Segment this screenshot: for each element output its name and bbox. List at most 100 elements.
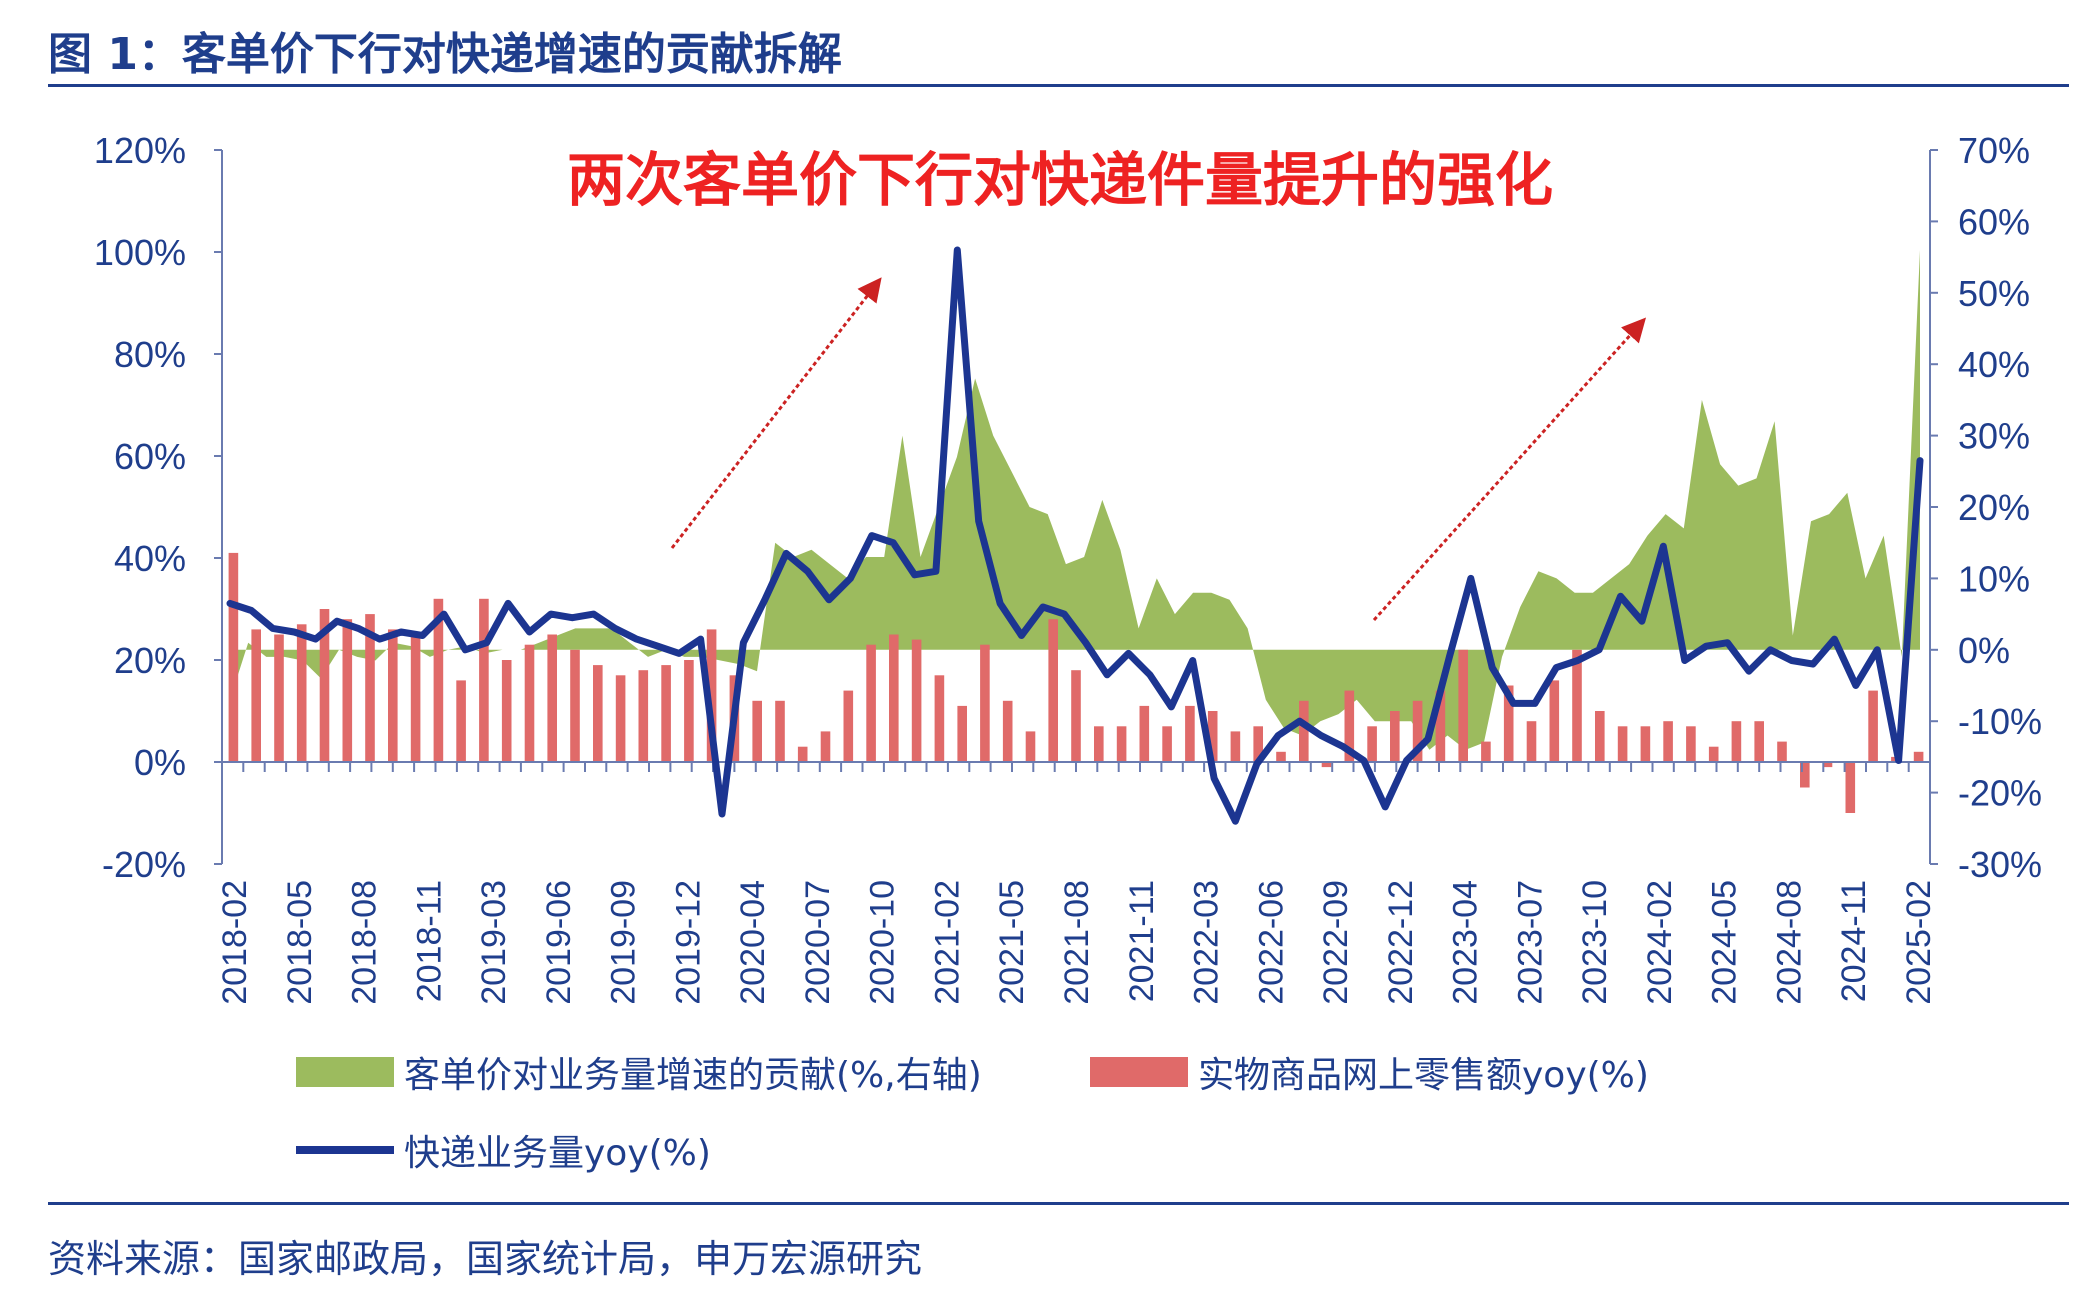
online-retail-bar [1617, 726, 1628, 762]
chart-annotation: 两次客单价下行对快递件量提升的强化 [567, 146, 1553, 214]
x-tick-label: 2021-05 [993, 880, 1031, 1005]
x-tick-label: 2021-08 [1058, 880, 1096, 1005]
online-retail-bar [547, 634, 557, 762]
y-left-tick-label: 60% [114, 436, 186, 477]
online-retail-bar [615, 675, 626, 762]
online-retail-bar [501, 660, 512, 762]
online-retail-bar [1162, 726, 1172, 762]
online-retail-bar [1708, 746, 1719, 762]
online-retail-bar [365, 614, 375, 762]
online-retail-bar [296, 624, 307, 762]
online-retail-bar [1458, 649, 1468, 762]
online-retail-bar [1686, 726, 1696, 762]
legend-item-online-retail: 实物商品网上零售额yoy(%) [1090, 1046, 1649, 1098]
online-retail-bar [957, 705, 967, 762]
online-retail-bar [274, 634, 284, 762]
express-line [226, 246, 1924, 825]
online-retail-bar [1435, 690, 1446, 762]
online-retail-bar [1595, 711, 1605, 762]
online-retail-bar [1299, 700, 1309, 762]
online-retail-bar [1549, 680, 1560, 762]
online-retail-bar [980, 644, 990, 762]
annotation-arrow-2 [1372, 317, 1647, 622]
online-retail-bar [1481, 741, 1491, 762]
x-tick-label: 2024-02 [1641, 880, 1679, 1005]
online-retail-bar [1412, 700, 1423, 762]
source-note: 资料来源：国家邮政局，国家统计局，申万宏源研究 [48, 1237, 923, 1281]
online-retail-bar [479, 598, 489, 762]
express-line-layer [226, 246, 1924, 825]
x-tick-label: 2024-05 [1706, 880, 1744, 1005]
tick-labels-layer: -20% 0% 20% 40% 60% 80% 100% 120% -30% -20% -10% 0%… [94, 130, 2042, 1005]
y-right-tick-label: -30% [1958, 844, 2042, 885]
online-retail-bar [1071, 670, 1081, 762]
x-tick-label: 2019-06 [540, 880, 578, 1005]
online-retail-bar [934, 675, 945, 762]
y-right-tick-label: -10% [1958, 701, 2042, 742]
online-retail-bar [1663, 721, 1673, 762]
online-retail-bar [456, 680, 466, 762]
online-retail-bar [889, 634, 899, 762]
online-retail-bar [911, 639, 922, 762]
y-right-tick-label: 70% [1958, 130, 2030, 171]
x-tick-label: 2018-11 [410, 880, 448, 1002]
legend-item-contribution: 客单价对业务量增速的贡献(%,右轴) [296, 1046, 982, 1098]
y-right-tick-label: -20% [1958, 773, 2042, 814]
x-tick-label: 2020-04 [734, 880, 772, 1005]
x-tick-label: 2018-08 [346, 880, 384, 1005]
x-tick-label: 2019-03 [475, 880, 513, 1005]
online-retail-bar [1321, 762, 1332, 768]
annotation-arrow-1 [670, 277, 882, 549]
source-rule [48, 1202, 2069, 1205]
online-retail-bar [752, 700, 762, 762]
x-tick-label: 2019-12 [669, 880, 707, 1005]
online-retail-bar [410, 634, 421, 762]
online-retail-bar [1777, 741, 1787, 762]
online-retail-bar [433, 598, 444, 762]
x-tick-label: 2022-03 [1188, 880, 1226, 1005]
online-retail-bar [661, 665, 671, 762]
title-rule [48, 84, 2069, 87]
figure-title: 图 1：客单价下行对快递增速的贡献拆解 [48, 29, 842, 80]
x-tick-label: 2022-12 [1382, 880, 1420, 1005]
online-retail-bar [1025, 731, 1036, 762]
x-tick-label: 2025-02 [1900, 880, 1938, 1005]
online-retail-bar [1139, 705, 1150, 762]
axes-layer [214, 149, 1938, 865]
online-retail-bar [1754, 721, 1764, 762]
online-retail-bar [1640, 726, 1651, 762]
x-tick-label: 2020-07 [799, 880, 837, 1005]
online-retail-bar [1002, 700, 1013, 762]
y-right-tick-label: 0% [1958, 630, 2010, 671]
legend-swatch-line [296, 1146, 394, 1154]
online-retail-bar [1503, 685, 1514, 762]
y-left-tick-label: 40% [114, 538, 186, 579]
online-retail-bar [1048, 619, 1058, 762]
online-retail-bar [1253, 726, 1263, 762]
x-tick-label: 2023-07 [1511, 880, 1549, 1005]
online-retail-bar [775, 700, 785, 762]
legend-swatch-bar [1090, 1057, 1188, 1087]
online-retail-bar [593, 665, 603, 762]
legend-item-express: 快递业务量yoy(%) [296, 1124, 711, 1176]
online-retail-bar [1094, 726, 1104, 762]
online-retail-bar [524, 644, 535, 762]
x-tick-label: 2023-04 [1447, 880, 1485, 1005]
y-left-tick-label: 20% [114, 640, 186, 681]
online-retail-bar [820, 731, 831, 762]
online-retail-bar [797, 746, 808, 762]
y-right-tick-label: 30% [1958, 416, 2030, 457]
x-tick-label: 2022-06 [1252, 880, 1290, 1005]
online-retail-bar [1572, 649, 1582, 762]
y-left-tick-label: 100% [94, 232, 186, 273]
online-retail-bar [1116, 726, 1127, 762]
x-tick-label: 2022-09 [1317, 880, 1355, 1005]
online-retail-bar [1800, 762, 1810, 788]
online-retail-bar [1390, 711, 1400, 762]
legend-label-online-retail: 实物商品网上零售额yoy(%) [1198, 1055, 1649, 1096]
online-retail-bar [1526, 721, 1537, 762]
y-right-tick-label: 20% [1958, 487, 2030, 528]
online-retail-bar [1230, 731, 1241, 762]
y-right-tick-label: 40% [1958, 344, 2030, 385]
